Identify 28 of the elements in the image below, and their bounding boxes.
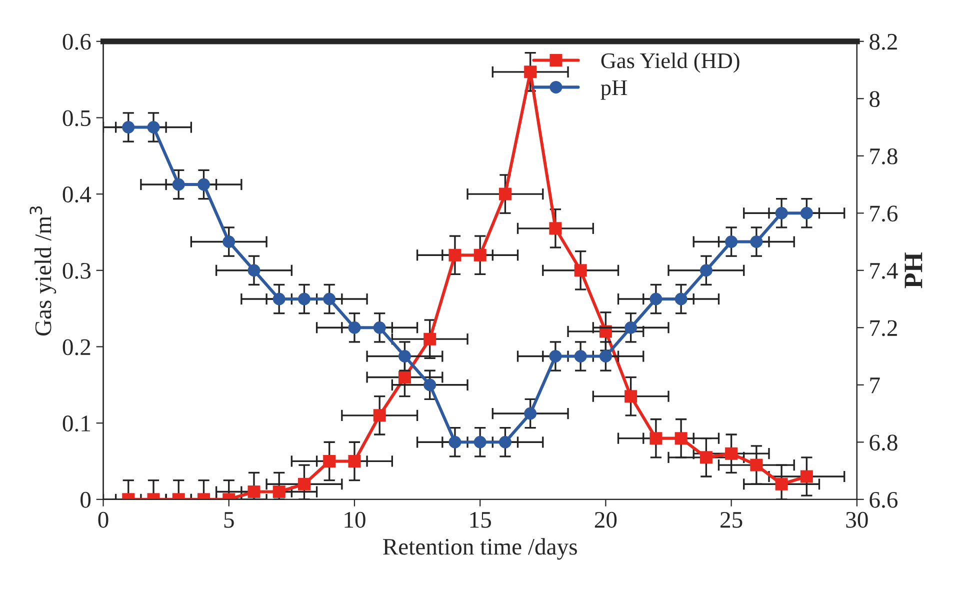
y-tick-label: 0.6: [62, 34, 91, 50]
y-tick-label: 0.3: [62, 262, 91, 279]
y-tick-label: 0.2: [62, 339, 90, 356]
y2-tick-label: 6.6: [870, 492, 898, 508]
y-tick-label: 0.1: [62, 416, 90, 432]
y2-tick-label: 7.8: [870, 148, 898, 164]
y-tick-label: 0.4: [62, 186, 92, 203]
y-axis-title: Gas yield /m$^{3}$: [30, 206, 56, 336]
y2-tick-label: 8: [870, 91, 880, 108]
y2-tick-label: 7.4: [870, 263, 898, 279]
y2-tick-label: 8.2: [870, 34, 897, 50]
x-tick-label: 25: [720, 512, 742, 528]
y2-tick-label: 7: [870, 378, 880, 394]
y2-tick-label: 7.6: [870, 206, 898, 222]
y2-tick-label: 7.2: [870, 320, 897, 336]
y-tick-label: 0: [80, 492, 91, 508]
y2-tick-label: 6.8: [870, 434, 898, 451]
legend-label: Gas Yield (HD): [601, 52, 740, 73]
x-tick-label: 5: [224, 512, 234, 528]
y-tick-label: 0.5: [62, 110, 91, 126]
y2-axis-title: PH: [904, 252, 922, 288]
x-tick-label: 10: [344, 512, 366, 528]
x-tick-label: 15: [470, 512, 491, 528]
legend-label: pH: [600, 80, 627, 100]
x-tick-label: 0: [98, 512, 108, 528]
x-tick-label: 30: [846, 512, 868, 528]
x-axis-title: Retention time /days: [383, 538, 577, 560]
x-tick-label: 20: [594, 512, 617, 528]
